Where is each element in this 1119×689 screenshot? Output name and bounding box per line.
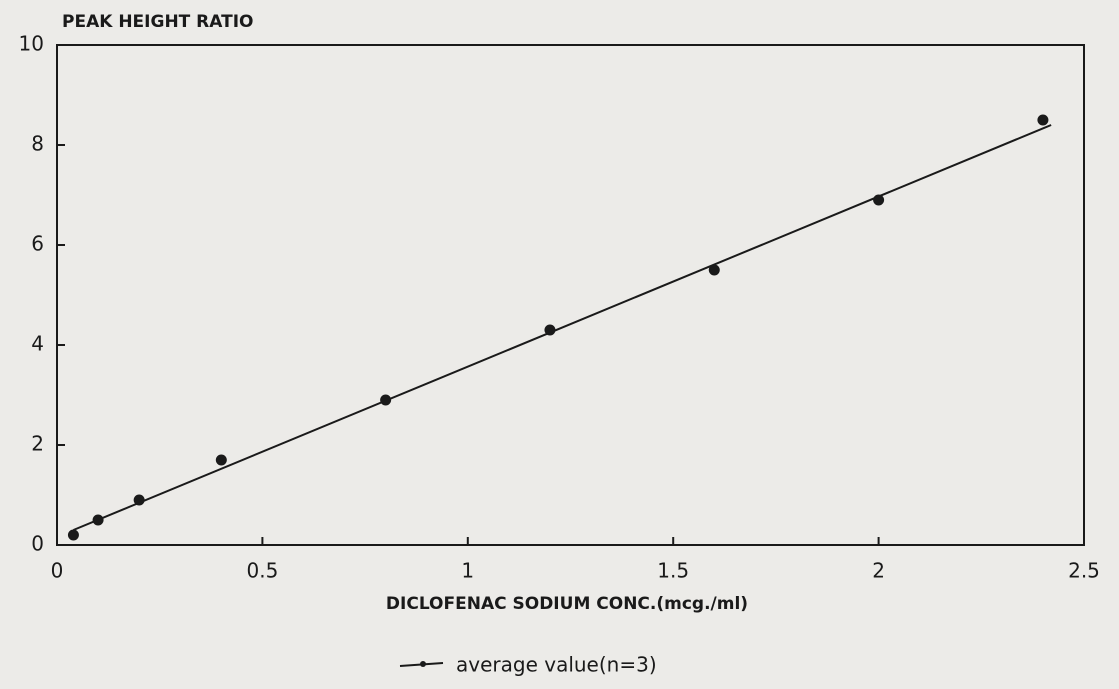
data-point — [544, 325, 555, 336]
y-tick-label: 8 — [31, 132, 44, 156]
data-point — [93, 515, 104, 526]
x-tick-label: 0.5 — [246, 559, 278, 583]
y-tick-label: 10 — [19, 32, 44, 56]
data-point — [216, 455, 227, 466]
chart-title: PEAK HEIGHT RATIO — [62, 12, 253, 32]
data-point — [709, 265, 720, 276]
data-point — [134, 495, 145, 506]
x-tick-label: 0 — [51, 559, 64, 583]
x-axis-label: DICLOFENAC SODIUM CONC.(mcg./ml) — [386, 594, 748, 614]
y-tick-label: 0 — [31, 532, 44, 556]
x-tick-label: 1 — [461, 559, 474, 583]
data-point — [380, 395, 391, 406]
y-tick-label: 6 — [31, 232, 44, 256]
legend-label: average value(n=3) — [456, 653, 657, 677]
data-point — [1037, 115, 1048, 126]
y-tick-label: 4 — [31, 332, 44, 356]
y-tick-label: 2 — [31, 432, 44, 456]
x-tick-label: 1.5 — [657, 559, 689, 583]
background — [0, 0, 1119, 689]
data-point — [68, 530, 79, 541]
x-tick-label: 2.5 — [1068, 559, 1100, 583]
legend-marker — [420, 661, 426, 667]
chart: PEAK HEIGHT RATIO DICLOFENAC SODIUM CONC… — [0, 0, 1119, 689]
x-tick-label: 2 — [872, 559, 885, 583]
data-point — [873, 195, 884, 206]
